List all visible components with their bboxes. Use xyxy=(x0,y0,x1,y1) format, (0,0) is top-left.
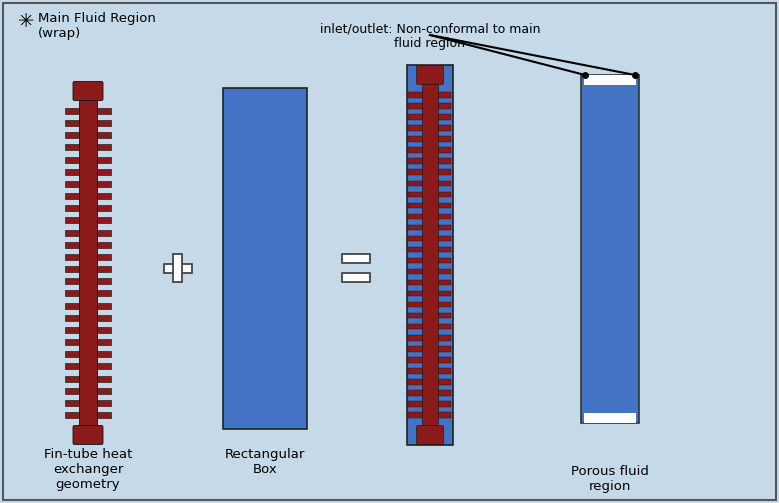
Bar xyxy=(584,75,636,85)
Bar xyxy=(408,412,452,418)
Bar xyxy=(408,368,452,374)
Bar xyxy=(408,147,452,153)
Bar xyxy=(408,181,452,186)
Bar xyxy=(65,412,111,418)
Bar xyxy=(584,413,636,423)
Bar xyxy=(408,390,452,396)
Bar xyxy=(408,258,452,263)
Bar xyxy=(65,327,111,333)
Bar xyxy=(65,205,111,211)
Text: Rectangular
Box: Rectangular Box xyxy=(225,448,305,476)
Bar xyxy=(407,65,453,445)
Bar xyxy=(65,229,111,235)
Bar xyxy=(65,217,111,223)
Bar xyxy=(65,388,111,394)
Bar xyxy=(408,401,452,407)
Bar xyxy=(342,273,370,282)
Bar xyxy=(65,108,111,114)
Text: inlet/outlet: Non-conformal to main
fluid region: inlet/outlet: Non-conformal to main flui… xyxy=(319,22,541,50)
Bar xyxy=(408,92,452,98)
Bar xyxy=(408,379,452,385)
Bar xyxy=(65,376,111,381)
Bar xyxy=(408,214,452,219)
Bar xyxy=(408,346,452,352)
Bar xyxy=(65,132,111,138)
Bar xyxy=(223,88,307,429)
Bar xyxy=(65,400,111,406)
Text: Main Fluid Region
(wrap): Main Fluid Region (wrap) xyxy=(38,12,156,40)
Bar xyxy=(65,156,111,162)
Bar xyxy=(65,242,111,248)
Bar xyxy=(408,236,452,241)
Bar xyxy=(408,103,452,109)
Bar xyxy=(408,357,452,363)
FancyBboxPatch shape xyxy=(417,65,443,85)
Bar xyxy=(65,181,111,187)
FancyBboxPatch shape xyxy=(73,426,103,445)
Bar xyxy=(79,97,97,429)
Bar xyxy=(408,280,452,285)
Bar xyxy=(408,313,452,318)
Bar xyxy=(65,266,111,272)
Bar xyxy=(164,264,192,273)
Bar xyxy=(408,269,452,274)
Bar xyxy=(342,254,370,263)
Bar xyxy=(408,114,452,120)
Bar xyxy=(408,203,452,208)
Bar xyxy=(408,192,452,197)
Bar xyxy=(174,254,182,282)
Bar xyxy=(65,278,111,284)
Bar xyxy=(408,125,452,131)
Bar xyxy=(65,254,111,260)
Bar xyxy=(65,315,111,321)
Bar xyxy=(408,225,452,230)
Bar xyxy=(65,339,111,345)
Bar xyxy=(422,81,438,429)
Bar xyxy=(65,363,111,369)
Text: Fin-tube heat
exchanger
geometry: Fin-tube heat exchanger geometry xyxy=(44,448,132,491)
Bar xyxy=(408,247,452,252)
Bar xyxy=(65,169,111,175)
Bar xyxy=(65,144,111,150)
Bar xyxy=(408,158,452,164)
FancyBboxPatch shape xyxy=(417,426,443,445)
FancyBboxPatch shape xyxy=(73,81,103,101)
Bar xyxy=(408,170,452,175)
Bar xyxy=(65,193,111,199)
Bar xyxy=(65,303,111,308)
Text: ✳: ✳ xyxy=(18,12,34,31)
Bar xyxy=(65,290,111,296)
Bar xyxy=(408,136,452,142)
Bar xyxy=(408,302,452,307)
Bar xyxy=(408,291,452,296)
Bar xyxy=(581,75,639,423)
Bar xyxy=(408,324,452,329)
Bar xyxy=(65,120,111,126)
Bar xyxy=(65,351,111,357)
Text: Porous fluid
region: Porous fluid region xyxy=(571,465,649,493)
Bar xyxy=(408,335,452,341)
